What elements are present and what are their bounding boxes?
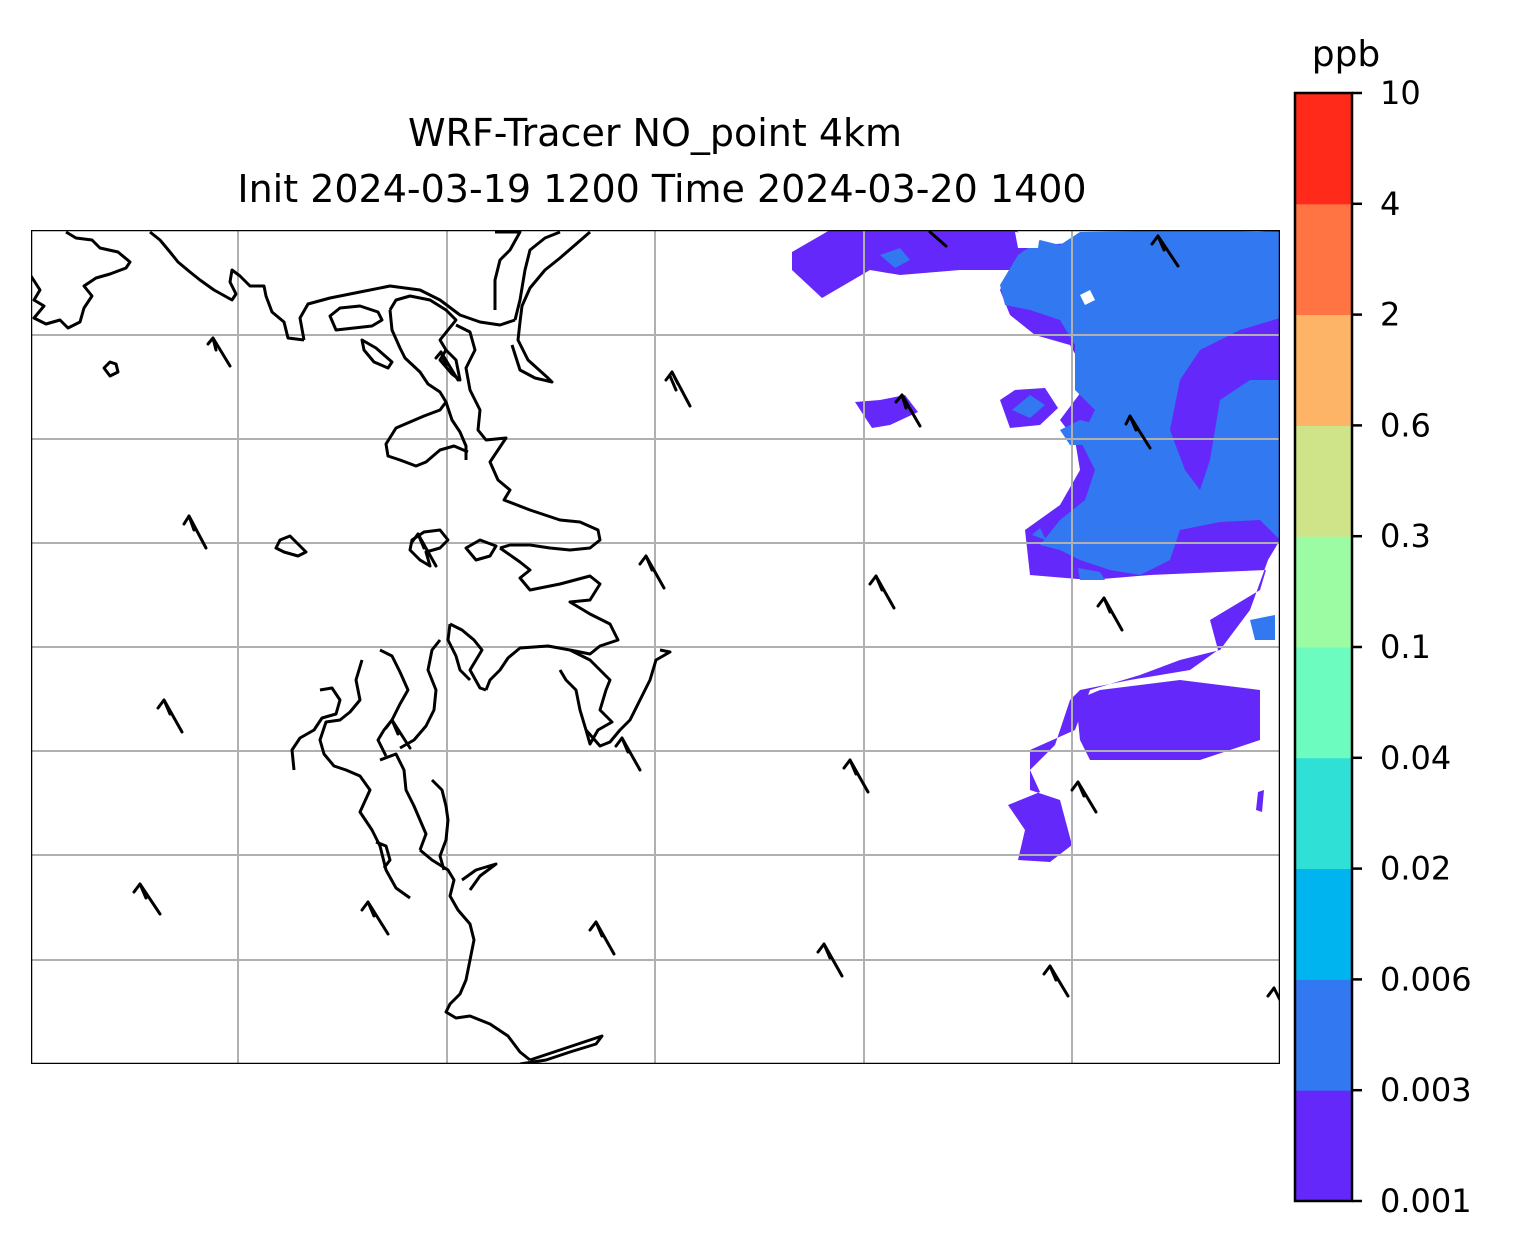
colorbar-tick-label-3: 0.02 (1380, 850, 1451, 888)
colorbar-tick-label-1: 0.003 (1380, 1071, 1472, 1109)
colorbar: 0.001 0.003 0.006 0.02 0.04 0.1 0.3 0.6 2 4 10 ppb (1293, 34, 1472, 1220)
colorbar-swatch-8 (1295, 203, 1352, 316)
colorbar-unit-label: ppb (1312, 34, 1381, 75)
colorbar-swatch-9 (1295, 93, 1352, 205)
colorbar-swatch-3 (1295, 757, 1352, 870)
colorbar-tick-label-7: 0.6 (1380, 406, 1431, 444)
colorbar-swatch-0 (1295, 1090, 1352, 1202)
colorbar-tick-label-9: 4 (1380, 185, 1400, 223)
map-title-line-2: Init 2024-03-19 1200 Time 2024-03-20 140… (237, 167, 1086, 211)
colorbar-tick-label-6: 0.3 (1380, 517, 1431, 555)
map-gridlines (31, 230, 1280, 1064)
colorbar-tick-label-5: 0.1 (1380, 628, 1431, 666)
colorbar-tick-label-8: 2 (1380, 296, 1400, 334)
map-panel (31, 230, 1280, 1064)
colorbar-tick-label-10: 10 (1380, 74, 1421, 112)
colorbar-swatch-7 (1295, 314, 1352, 426)
tracer-plume-mid (880, 230, 1280, 740)
colorbar-swatch-1 (1295, 979, 1352, 1091)
colorbar-tick-label-0: 0.001 (1380, 1182, 1472, 1220)
colorbar-swatch-4 (1295, 647, 1352, 759)
colorbar-swatch-2 (1295, 868, 1352, 980)
colorbar-tick-label-2: 0.006 (1380, 960, 1472, 998)
colorbar-swatch-6 (1295, 425, 1352, 537)
colorbar-swatch-5 (1295, 536, 1352, 648)
colorbar-tick-label-4: 0.04 (1380, 739, 1451, 777)
map-title-line-1: WRF-Tracer NO_point 4km (408, 111, 902, 155)
